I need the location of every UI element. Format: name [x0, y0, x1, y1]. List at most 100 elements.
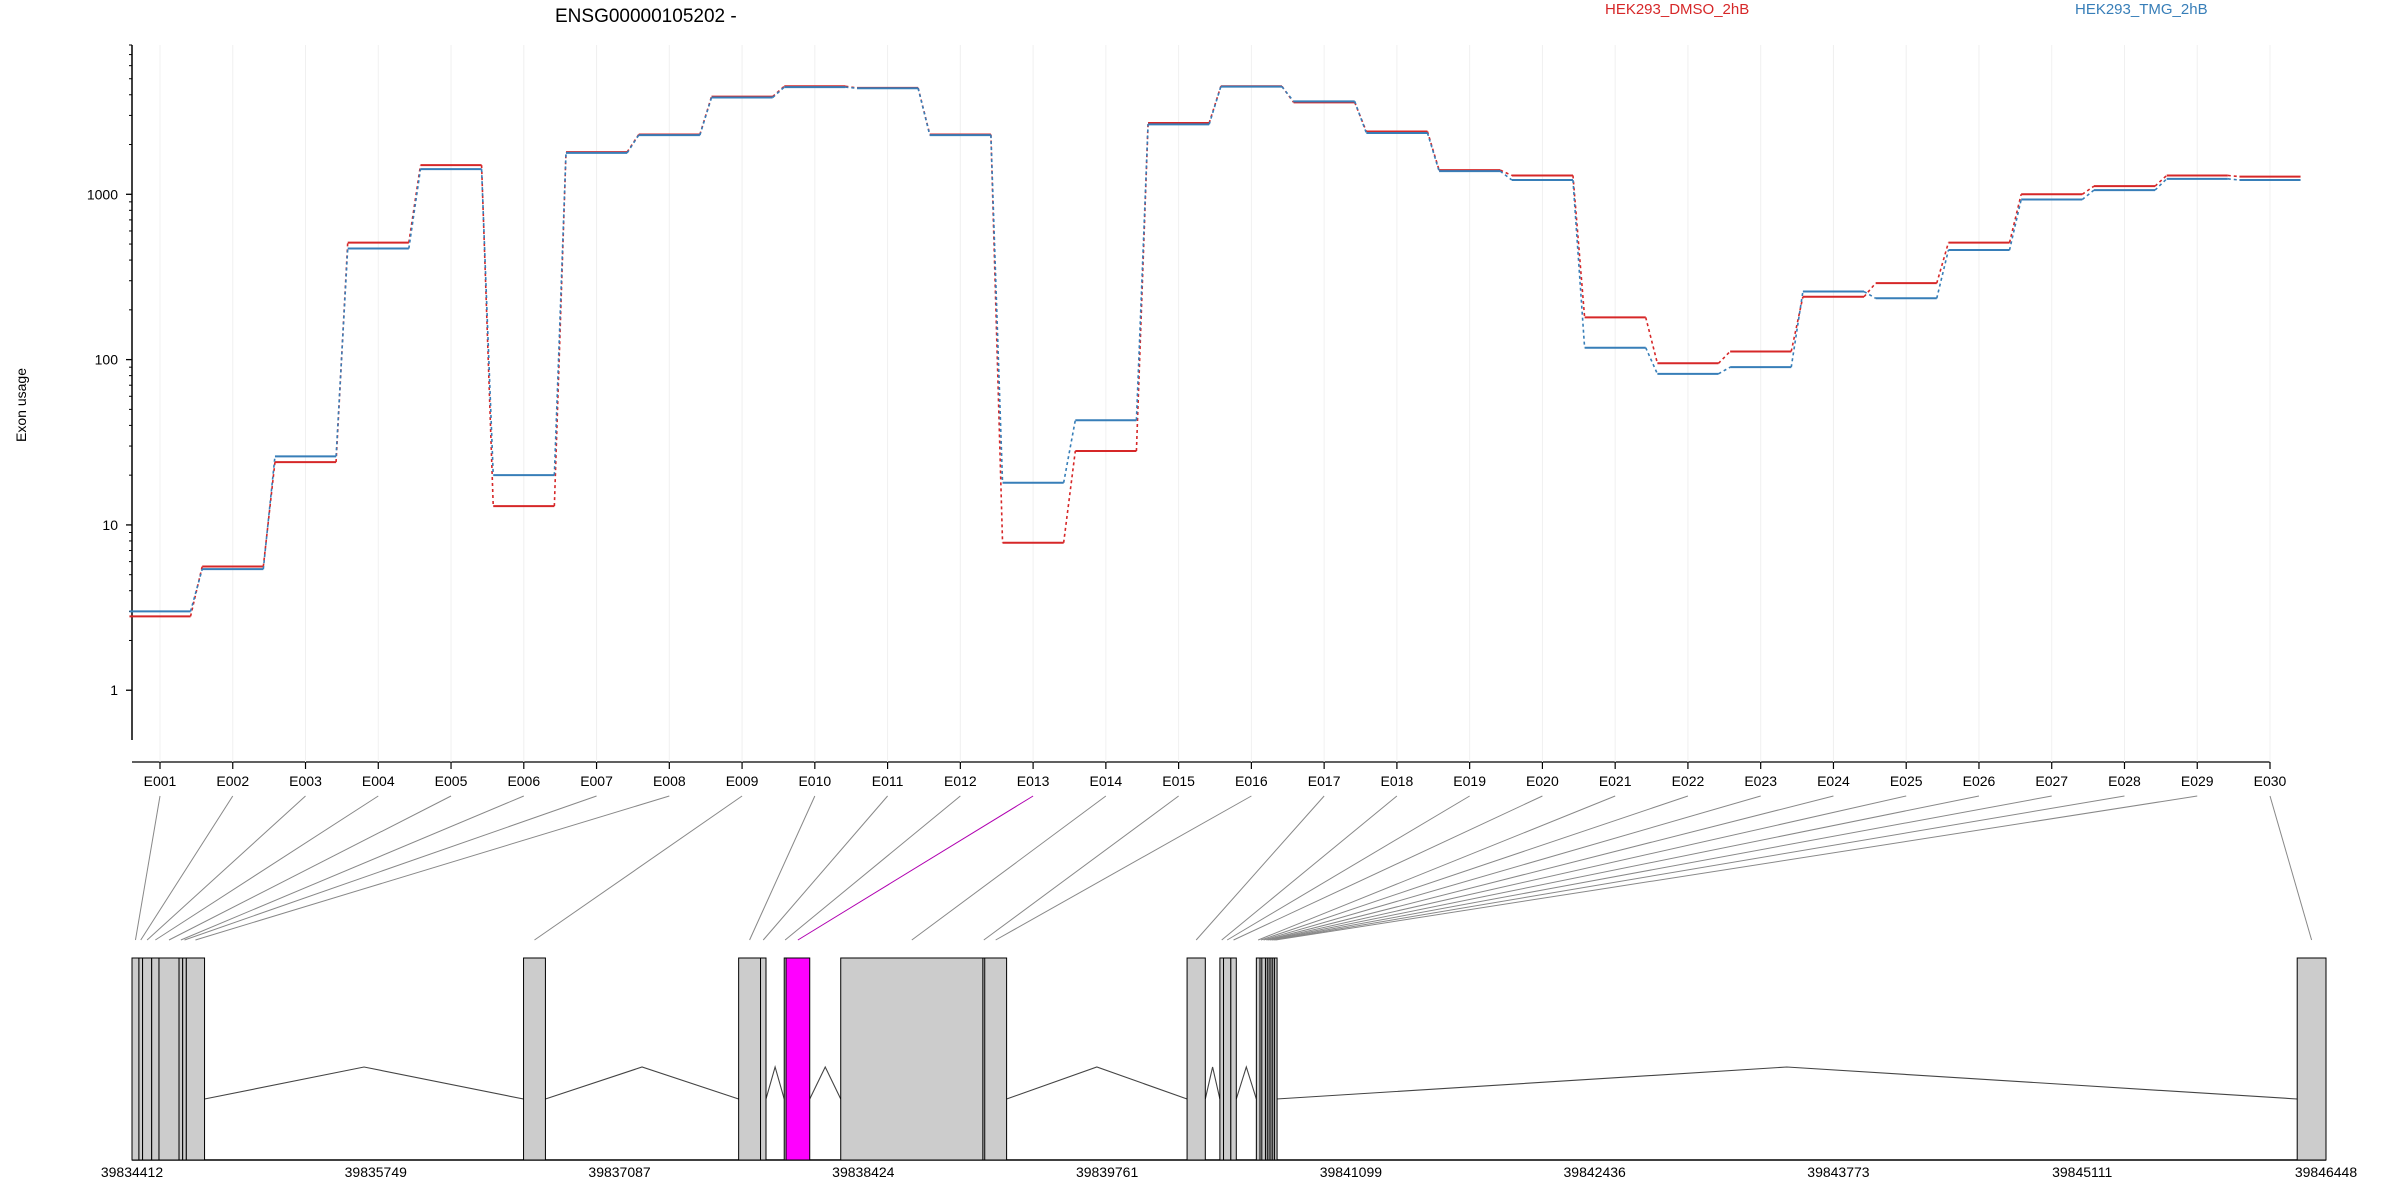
- exon-highlighted: [785, 957, 811, 1161]
- series-connector: [262, 456, 276, 570]
- coordinate-label: 39845111: [2052, 1164, 2112, 1180]
- exon-block: [523, 957, 546, 1161]
- series-connector: [2008, 199, 2022, 251]
- exon-block: [1261, 957, 1266, 1161]
- exon-connector: [1195, 795, 1325, 941]
- x-tick-label: E018: [1381, 773, 1414, 789]
- exon-connector: [1260, 795, 1689, 941]
- exon-block: [1186, 957, 1206, 1161]
- intron-line: [1006, 1066, 1188, 1100]
- exon-block: [1255, 957, 1261, 1161]
- exon-connector: [983, 795, 1179, 941]
- exon-block: [1274, 957, 1278, 1161]
- series-connector: [1717, 350, 1731, 364]
- series-connector: [2008, 194, 2022, 243]
- exon-connector: [146, 795, 306, 941]
- x-tick-label: E020: [1526, 773, 1559, 789]
- x-tick-label: E013: [1017, 773, 1050, 789]
- coordinate-label: 39846448: [2295, 1164, 2358, 1180]
- x-tick-label: E011: [872, 773, 904, 789]
- exon-block: [738, 957, 762, 1161]
- exon-block: [760, 957, 767, 1161]
- x-tick-label: E001: [144, 773, 177, 789]
- x-tick-label: E027: [2035, 773, 2068, 789]
- series-connector: [335, 248, 349, 457]
- legend-series-1: HEK293_DMSO_2hB: [1605, 1, 1749, 18]
- exon-connector: [911, 795, 1107, 941]
- exon-block: [131, 957, 140, 1161]
- x-tick-label: E021: [1599, 773, 1632, 789]
- x-tick-label: E006: [507, 773, 540, 789]
- exon-connector: [749, 795, 816, 941]
- coordinate-label: 39839761: [1076, 1164, 1139, 1180]
- series-connector: [408, 165, 422, 243]
- x-axis: E001 E002 E003 E004 E005 E006 E007 E008 E009 E010…: [132, 761, 2287, 789]
- exon-block: [185, 957, 206, 1161]
- coordinate-axis: 39834412 39835749 39837087 39838424 39839761…: [101, 1164, 2358, 1180]
- series-connector: [1790, 291, 1804, 368]
- intron-line: [765, 1064, 785, 1100]
- x-tick-label: E023: [1744, 773, 1777, 789]
- series-connector: [1062, 450, 1077, 543]
- series-connector: [1645, 347, 1659, 375]
- legend-series-2: HEK293_TMG_2hB: [2075, 1, 2208, 18]
- exon-connector: [534, 795, 743, 941]
- series-2: [129, 85, 2301, 613]
- series-connector: [2227, 174, 2240, 178]
- series-connector: [1353, 102, 1368, 132]
- intron-line: [545, 1066, 739, 1100]
- series-layer: [129, 45, 2301, 762]
- series-connector: [2154, 178, 2168, 191]
- x-tick-label: E010: [798, 773, 831, 789]
- exon-block: [182, 957, 187, 1161]
- y-tick-label: 10: [102, 517, 118, 533]
- x-tick-label: E014: [1090, 773, 1123, 789]
- intron-line: [204, 1066, 524, 1100]
- series-connector: [1135, 124, 1149, 421]
- x-tick-label: E002: [216, 773, 249, 789]
- series-connector: [917, 88, 931, 136]
- y-tick-label: 100: [95, 352, 119, 368]
- x-tick-label: E022: [1672, 773, 1705, 789]
- x-tick-label: E029: [2181, 773, 2214, 789]
- exon-connector: [1275, 795, 2198, 941]
- y-axis: 1 10 100 1000: [87, 44, 133, 740]
- exon-block: [1230, 957, 1237, 1161]
- series-connector: [699, 97, 713, 136]
- exon-connector: [180, 795, 524, 941]
- series-connector: [1863, 290, 1877, 299]
- exon-connector: [1266, 795, 1834, 941]
- exon-connector: [1268, 795, 1907, 941]
- x-tick-label: E003: [289, 773, 322, 789]
- x-tick-label: E017: [1308, 773, 1341, 789]
- series-connector: [408, 169, 422, 249]
- series-connector: [1718, 366, 1731, 375]
- series-connector: [1499, 169, 1513, 177]
- coordinate-label: 39842436: [1564, 1164, 1627, 1180]
- intron-line: [1276, 1066, 2298, 1100]
- y-axis-label: Exon usage: [13, 368, 29, 442]
- x-tick-label: E008: [653, 773, 686, 789]
- exon-connector: [1269, 795, 1980, 941]
- exon-block: [151, 957, 160, 1161]
- exon-block: [142, 957, 153, 1161]
- series-connector: [1863, 282, 1877, 298]
- x-tick-label: E026: [1963, 773, 1996, 789]
- series-connector: [772, 86, 785, 99]
- x-tick-label: E019: [1453, 773, 1486, 789]
- coordinate-label: 39834412: [101, 1164, 164, 1180]
- exon-block: [984, 957, 1008, 1161]
- exon-connector: [1271, 795, 2052, 941]
- series-connector: [480, 165, 495, 507]
- series-connector: [1426, 132, 1440, 172]
- y-tick-label: 1000: [87, 186, 118, 202]
- series-connector: [2227, 178, 2240, 181]
- exon-connector: [195, 795, 670, 941]
- series-1: [129, 85, 2301, 618]
- x-tick-label: E025: [1890, 773, 1923, 789]
- intron-line: [809, 1065, 842, 1100]
- exon-connector: [1226, 795, 1470, 941]
- series-connector: [1644, 317, 1659, 364]
- x-tick-label: E012: [944, 773, 977, 789]
- x-tick-label: E015: [1162, 773, 1195, 789]
